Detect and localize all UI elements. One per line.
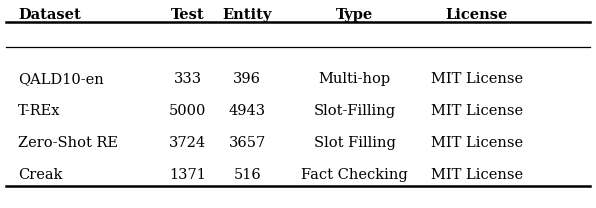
Text: 5000: 5000	[169, 104, 206, 118]
Text: Creak: Creak	[18, 168, 63, 182]
Text: Slot-Filling: Slot-Filling	[313, 104, 396, 118]
Text: Fact Checking: Fact Checking	[301, 168, 408, 182]
Text: Slot Filling: Slot Filling	[313, 136, 396, 150]
Text: Zero-Shot RE: Zero-Shot RE	[18, 136, 118, 150]
Text: 3724: 3724	[169, 136, 206, 150]
Text: 516: 516	[234, 168, 261, 182]
Text: 4943: 4943	[229, 104, 266, 118]
Text: MIT License: MIT License	[431, 72, 523, 86]
Text: MIT License: MIT License	[431, 168, 523, 182]
Text: License: License	[446, 8, 508, 22]
Text: T-REx: T-REx	[18, 104, 60, 118]
Text: 3657: 3657	[229, 136, 266, 150]
Text: Type: Type	[336, 8, 373, 22]
Text: Entity: Entity	[223, 8, 272, 22]
Text: 396: 396	[234, 72, 261, 86]
Text: MIT License: MIT License	[431, 136, 523, 150]
Text: 333: 333	[173, 72, 202, 86]
Text: Test: Test	[171, 8, 204, 22]
Text: Dataset: Dataset	[18, 8, 80, 22]
Text: MIT License: MIT License	[431, 104, 523, 118]
Text: 1371: 1371	[169, 168, 206, 182]
Text: Multi-hop: Multi-hop	[318, 72, 391, 86]
Text: QALD10-en: QALD10-en	[18, 72, 104, 86]
